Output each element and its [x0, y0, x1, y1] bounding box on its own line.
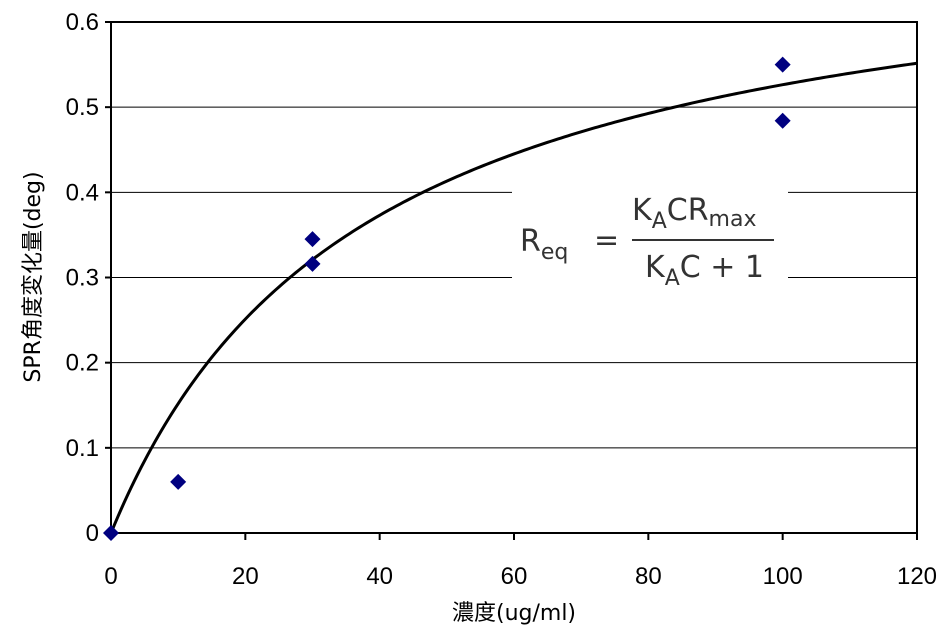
data-points — [103, 56, 791, 541]
x-tick-label: 0 — [104, 563, 117, 590]
svg-text:KAC + 1: KAC + 1 — [645, 250, 764, 291]
x-tick-label: 40 — [366, 563, 393, 590]
x-axis-title: 濃度(ug/ml) — [452, 601, 576, 626]
x-tick-label: 120 — [897, 563, 937, 590]
data-point — [304, 231, 321, 248]
data-point — [774, 56, 791, 73]
x-tick-label: 80 — [635, 563, 662, 590]
eq-lhs-main: R — [520, 224, 541, 259]
data-point — [304, 255, 321, 272]
eq-den-k: K — [645, 250, 666, 285]
x-tick-label: 20 — [232, 563, 259, 590]
eq-num-sub: max — [709, 207, 757, 232]
equation-annotation: Req = KACRmax KAC + 1 — [520, 193, 774, 291]
svg-text:KACRmax: KACRmax — [632, 193, 756, 234]
y-axis-title: SPR角度変化量(deg) — [21, 171, 46, 382]
fit-curve — [109, 61, 918, 534]
x-tick-label: 100 — [763, 563, 803, 590]
y-tick-label: 0.1 — [66, 435, 99, 462]
eq-num-rest: CR — [667, 193, 709, 228]
eq-equals: = — [594, 223, 619, 258]
eq-num-k: K — [632, 193, 653, 228]
x-tick-label: 60 — [501, 563, 528, 590]
data-point — [774, 112, 791, 129]
eq-den-rest: C + 1 — [680, 250, 764, 285]
eq-den-k-sub: A — [665, 266, 680, 291]
eq-lhs-sub: eq — [541, 240, 569, 265]
eq-num-k-sub: A — [652, 209, 667, 234]
y-tick-label: 0.4 — [66, 179, 99, 206]
data-point — [103, 525, 119, 541]
y-tick-label: 0 — [86, 520, 99, 547]
y-tick-label: 0.2 — [66, 350, 99, 377]
svg-text:Req: Req — [520, 224, 568, 265]
x-axis-ticks: 0 20 40 60 80 100 120 — [104, 533, 937, 590]
y-tick-label: 0.5 — [66, 94, 99, 121]
data-point — [170, 473, 187, 490]
y-tick-label: 0.6 — [66, 9, 99, 36]
y-axis-ticks: 0 0.1 0.2 0.3 0.4 0.5 0.6 — [66, 9, 111, 547]
y-tick-label: 0.3 — [66, 265, 99, 292]
